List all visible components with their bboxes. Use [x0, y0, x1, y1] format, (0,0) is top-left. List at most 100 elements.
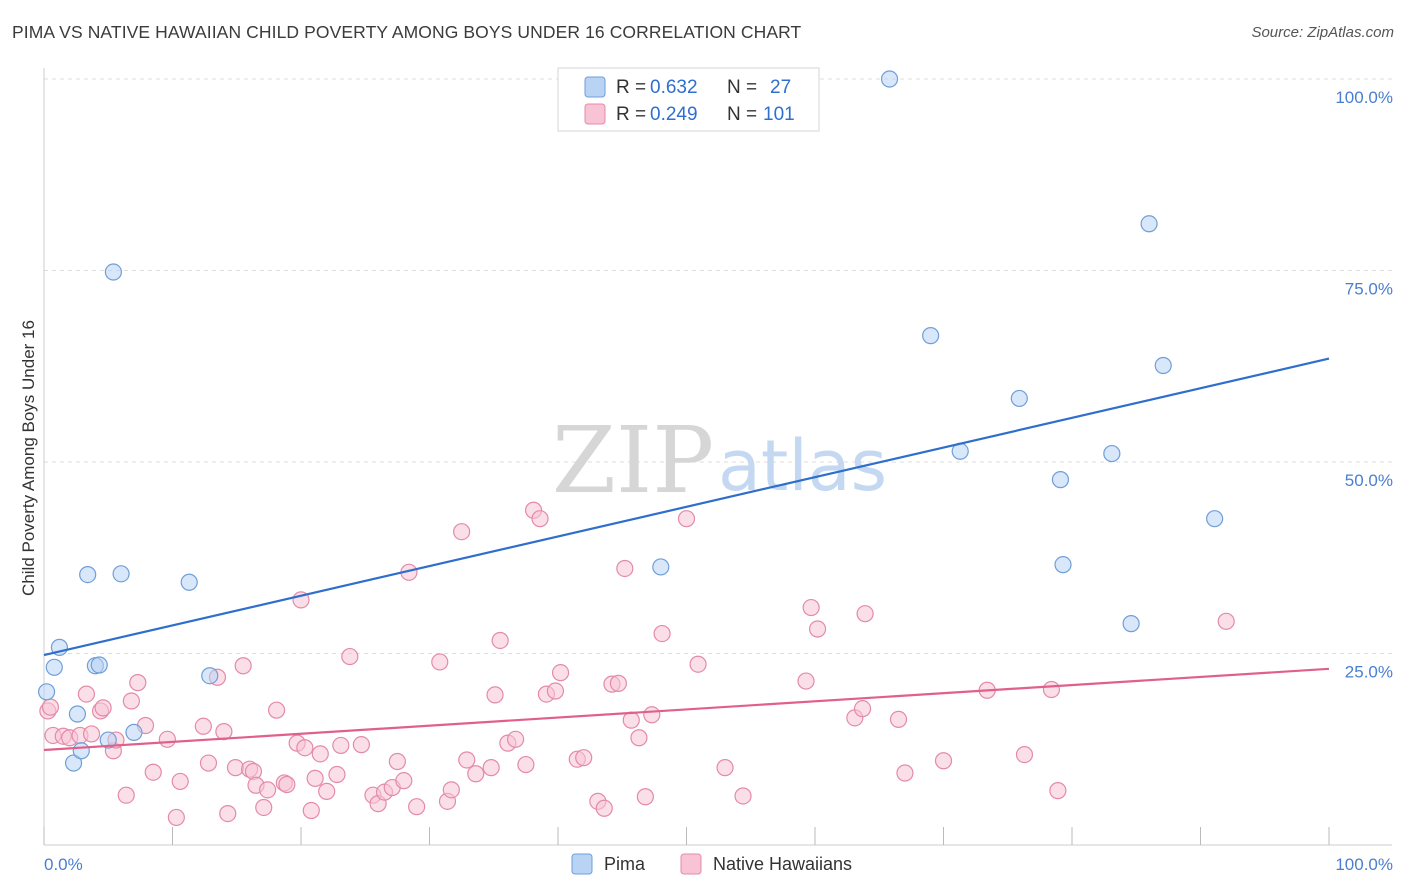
y-tick-label: 75.0% [1345, 280, 1393, 299]
legend-n-label: N = [727, 77, 757, 98]
native-hawaiians-point [716, 759, 734, 777]
native-hawaiians-point [734, 787, 752, 805]
native-hawaiians-point [896, 764, 914, 782]
native-hawaiians-point [453, 523, 471, 541]
pima-point [45, 658, 63, 676]
native-hawaiians-point [889, 710, 908, 728]
native-hawaiians-point [226, 759, 245, 777]
y-axis-title: Child Poverty Among Boys Under 16 [19, 320, 38, 596]
native-hawaiians-point [653, 624, 671, 643]
native-hawaiians-point [117, 786, 135, 804]
pima-point [201, 667, 219, 685]
source-label: Source: ZipAtlas.com [1251, 24, 1394, 41]
pima-point [180, 573, 198, 591]
pima-point [1054, 556, 1072, 574]
native-hawaiians-point [575, 749, 593, 767]
native-hawaiians-point [546, 682, 565, 700]
native-hawaiians-point [689, 655, 707, 673]
x-tick-label: 100.0% [1335, 855, 1393, 874]
pima-point [652, 558, 670, 576]
native-hawaiians-point [234, 657, 252, 675]
native-hawaiians-point [1015, 746, 1034, 764]
native-hawaiians-point [41, 698, 60, 716]
native-hawaiians-point [1049, 782, 1067, 800]
native-hawaiians-point [797, 672, 815, 690]
native-hawaiians-point [267, 701, 286, 719]
native-hawaiians-point [94, 699, 112, 717]
legend-r-label: R = [616, 104, 646, 125]
trend-lines [43, 357, 1330, 752]
x-tick-label: 0.0% [44, 855, 83, 874]
native-hawaiians-point [595, 799, 613, 817]
pima-point [1103, 444, 1121, 463]
native-hawaiians-point [302, 801, 320, 820]
native-hawaiians-point [442, 781, 460, 799]
native-hawaiians-point [219, 804, 237, 823]
native-hawaiians-point [643, 706, 661, 724]
legend-n-value: 27 [770, 77, 791, 98]
legend-r-value: 0.632 [650, 77, 698, 98]
native-hawaiians-point [467, 765, 485, 783]
y-tick-labels: 25.0% 50.0% 75.0% 100.0% [1335, 88, 1393, 682]
native-hawaiians-point [199, 754, 218, 772]
native-hawaiians-point [802, 598, 820, 617]
native-hawaiians-point [77, 685, 96, 703]
x-tick-labels: 0.0% 100.0% [44, 855, 1393, 874]
native-hawaiians-point [352, 736, 370, 754]
watermark: ZIP atlas [552, 407, 887, 514]
y-tick-label: 100.0% [1335, 88, 1393, 107]
native-hawaiians-point [82, 725, 101, 743]
native-hawaiians-trend-line [43, 667, 1330, 752]
native-hawaiians-point [616, 559, 634, 578]
native-hawaiians-point [332, 736, 350, 755]
native-hawaiians-point [341, 647, 359, 666]
native-hawaiians-points [39, 501, 1235, 827]
native-hawaiians-point [1217, 612, 1235, 630]
native-hawaiians-point [486, 686, 504, 704]
chart-title: PIMA VS NATIVE HAWAIIAN CHILD POVERTY AM… [12, 22, 802, 42]
native-hawaiians-point [296, 739, 314, 757]
bottom-legend-pima: Pima [604, 854, 646, 874]
y-tick-label: 50.0% [1345, 471, 1393, 490]
native-hawaiians-point [517, 755, 535, 774]
y-tick-label: 25.0% [1345, 663, 1393, 682]
native-hawaiians-point [853, 700, 872, 718]
legend-r-value: 0.249 [650, 104, 698, 125]
native-hawaiians-point [630, 729, 648, 747]
native-hawaiians-point [395, 772, 413, 790]
native-hawaiians-point [408, 798, 426, 816]
bottom-legend: Pima Native Hawaiians [571, 853, 852, 875]
pima-point [68, 705, 87, 723]
pima-point [99, 731, 117, 749]
pima-point [1051, 471, 1070, 489]
pima-point [37, 683, 56, 701]
gridlines [44, 78, 1392, 654]
legend-swatch-native-hawaiians [584, 103, 606, 125]
native-hawaiians-point [328, 765, 346, 784]
pima-point [72, 742, 90, 760]
pima-point [1140, 215, 1158, 233]
pima-point [1206, 510, 1224, 528]
pima-point [104, 263, 122, 281]
native-hawaiians-point [934, 752, 953, 770]
native-hawaiians-point [171, 772, 189, 791]
pima-point [125, 723, 143, 741]
pima-point [880, 70, 899, 88]
pima-point [64, 754, 83, 772]
legend-n-value: 101 [763, 104, 795, 125]
native-hawaiians-point [158, 730, 176, 748]
native-hawaiians-point [482, 759, 500, 777]
native-hawaiians-point [311, 745, 329, 763]
native-hawaiians-point [306, 769, 324, 787]
native-hawaiians-point [677, 510, 696, 528]
legend-swatch-pima [584, 76, 606, 98]
pima-points [37, 70, 1224, 772]
pima-point [79, 566, 97, 584]
native-hawaiians-point [1042, 680, 1061, 699]
pima-point [922, 327, 940, 345]
native-hawaiians-point [167, 808, 185, 827]
native-hawaiians-point [144, 763, 162, 781]
native-hawaiians-point [458, 751, 476, 769]
native-hawaiians-point [531, 510, 549, 528]
native-hawaiians-point [856, 605, 874, 623]
